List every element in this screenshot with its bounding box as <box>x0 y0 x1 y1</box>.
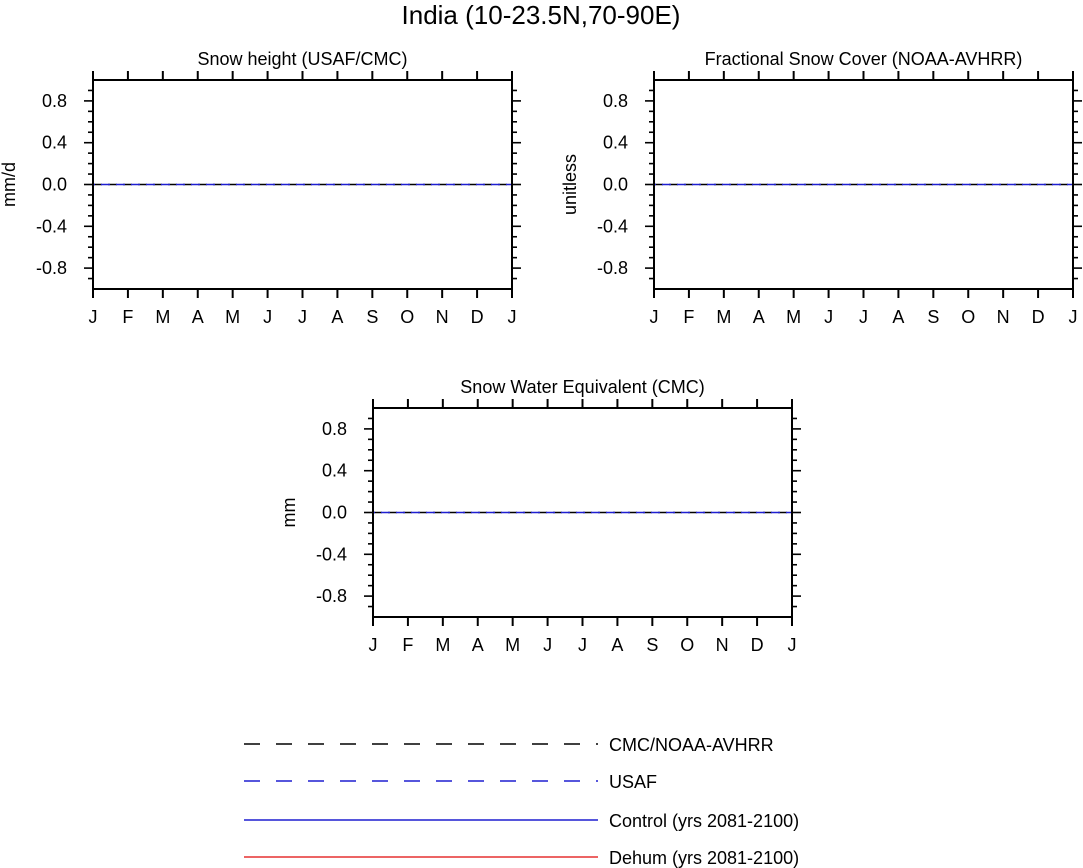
x-tick-label: D <box>1032 307 1045 327</box>
x-tick-label: S <box>927 307 939 327</box>
x-tick-label: J <box>1069 307 1078 327</box>
y-tick-label: -0.8 <box>597 258 628 278</box>
x-tick-label: M <box>225 307 240 327</box>
x-tick-label: A <box>472 635 484 655</box>
y-tick-label: 0.8 <box>322 419 347 439</box>
legend-label: CMC/NOAA-AVHRR <box>609 735 774 755</box>
y-tick-label: 0.4 <box>322 461 347 481</box>
x-tick-label: J <box>508 307 517 327</box>
x-tick-label: J <box>543 635 552 655</box>
x-tick-label: J <box>824 307 833 327</box>
x-tick-label: J <box>578 635 587 655</box>
y-axis-label: unitless <box>560 154 580 215</box>
plot-frame <box>92 79 513 290</box>
plot-frame <box>653 79 1074 290</box>
x-tick-label: A <box>331 307 343 327</box>
panel-fractional-snow-cover: Fractional Snow Cover (NOAA-AVHRR) unitle… <box>560 49 1082 327</box>
x-tick-label: N <box>997 307 1010 327</box>
panel-title: Snow height (USAF/CMC) <box>197 49 407 69</box>
panel-title: Snow Water Equivalent (CMC) <box>460 377 704 397</box>
y-tick-label: 0.4 <box>42 133 67 153</box>
legend-label: USAF <box>609 772 657 792</box>
x-tick-label: F <box>402 635 413 655</box>
y-tick-label: 0.4 <box>603 133 628 153</box>
y-tick-label: 0.0 <box>322 503 347 523</box>
panel-title: Fractional Snow Cover (NOAA-AVHRR) <box>705 49 1023 69</box>
x-tick-label: N <box>716 635 729 655</box>
x-tick-label: A <box>892 307 904 327</box>
y-tick-label: 0.0 <box>603 175 628 195</box>
y-tick-label: 0.8 <box>42 91 67 111</box>
x-tick-label: F <box>122 307 133 327</box>
y-tick-label: -0.4 <box>36 216 67 236</box>
x-tick-label: J <box>369 635 378 655</box>
x-tick-label: A <box>192 307 204 327</box>
x-tick-label: F <box>683 307 694 327</box>
x-tick-label: J <box>859 307 868 327</box>
x-tick-label: J <box>89 307 98 327</box>
y-tick-label: -0.8 <box>316 586 347 606</box>
x-tick-label: J <box>298 307 307 327</box>
x-tick-label: M <box>786 307 801 327</box>
x-tick-label: J <box>788 635 797 655</box>
x-tick-label: D <box>751 635 764 655</box>
x-tick-label: O <box>961 307 975 327</box>
panel-snow-water-equivalent: Snow Water Equivalent (CMC) mm J F M A M J J A S O N… <box>279 377 801 655</box>
legend: CMC/NOAA-AVHRR USAF Control (yrs 2081-2100… <box>244 735 799 868</box>
plot-frame <box>372 407 793 618</box>
x-tick-label: S <box>366 307 378 327</box>
x-tick-label: J <box>650 307 659 327</box>
y-tick-label: 0.0 <box>42 175 67 195</box>
x-tick-label: M <box>155 307 170 327</box>
x-tick-label: N <box>436 307 449 327</box>
x-tick-label: J <box>263 307 272 327</box>
legend-label: Control (yrs 2081-2100) <box>609 811 799 831</box>
x-tick-label: A <box>753 307 765 327</box>
panel-snow-height: Snow height (USAF/CMC) mm/d J F M A M J J A S O N D J 0… <box>0 49 521 327</box>
y-tick-label: 0.8 <box>603 91 628 111</box>
y-axis-label: mm/d <box>0 162 19 207</box>
x-tick-label: M <box>435 635 450 655</box>
x-tick-label: D <box>471 307 484 327</box>
figure-title: India (10-23.5N,70-90E) <box>402 0 681 30</box>
x-tick-label: A <box>611 635 623 655</box>
x-tick-label: M <box>716 307 731 327</box>
x-tick-label: S <box>646 635 658 655</box>
x-tick-label: O <box>400 307 414 327</box>
y-tick-label: -0.8 <box>36 258 67 278</box>
legend-label: Dehum (yrs 2081-2100) <box>609 848 799 868</box>
y-tick-label: -0.4 <box>597 216 628 236</box>
x-tick-label: O <box>680 635 694 655</box>
x-tick-label: M <box>505 635 520 655</box>
y-tick-label: -0.4 <box>316 544 347 564</box>
y-axis-label: mm <box>279 498 299 528</box>
